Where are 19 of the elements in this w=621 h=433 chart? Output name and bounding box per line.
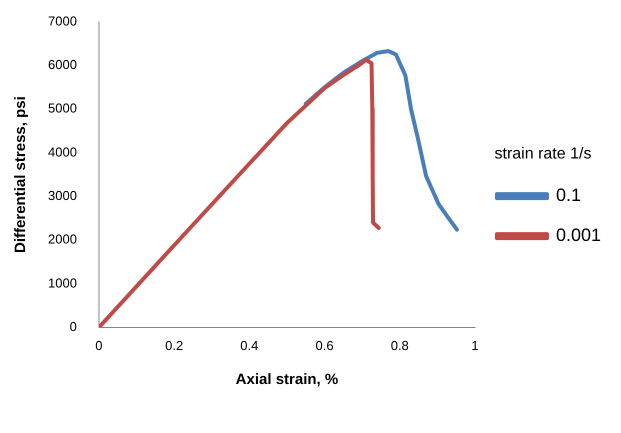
- y-tick-label: 1000: [48, 275, 77, 290]
- y-tick-label: 2000: [48, 232, 77, 247]
- x-tick-label: 0.8: [390, 338, 409, 353]
- y-tick-label: 5000: [48, 100, 77, 116]
- x-tick-label: 0: [95, 338, 103, 353]
- y-tick-label: 3000: [48, 188, 77, 204]
- x-tick-label: 0.2: [165, 338, 184, 353]
- legend-title: strain rate 1/s: [494, 145, 592, 162]
- y-tick-label: 4000: [48, 144, 77, 160]
- x-tick-label: 1: [471, 338, 479, 353]
- x-tick-label: 0.4: [240, 338, 258, 353]
- y-tick-label: 6000: [48, 57, 77, 72]
- y-tick-label: 7000: [48, 13, 77, 28]
- legend-label: 0.1: [556, 185, 581, 206]
- y-tick-label: 0: [70, 318, 77, 334]
- x-tick-label: 0.6: [316, 338, 334, 353]
- legend-label: 0.001: [556, 225, 602, 246]
- y-axis-title: Differential stress, psi: [12, 96, 30, 253]
- x-axis-title: Axial strain, %: [236, 371, 338, 388]
